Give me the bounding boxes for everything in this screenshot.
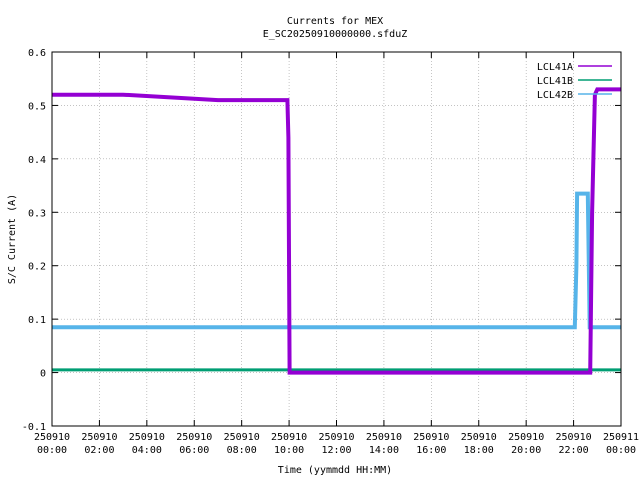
y-tick-label: 0.5 [28,101,46,112]
legend-label-lcl42b: LCL42B [537,90,573,101]
x-tick-time: 14:00 [369,445,399,456]
x-tick-date: 250911 [603,432,639,443]
x-tick-time: 06:00 [179,445,209,456]
x-tick-date: 250910 [318,432,354,443]
x-tick-date: 250910 [413,432,449,443]
x-tick-time: 12:00 [321,445,351,456]
x-tick-date: 250910 [461,432,497,443]
y-tick-labels: -0.1 0 0.1 0.2 0.3 0.4 0.5 0.6 [22,48,46,433]
grid-layer [52,52,621,426]
x-tick-date: 250910 [129,432,165,443]
x-tick-time: 22:00 [559,445,589,456]
x-tick-time: 00:00 [37,445,67,456]
x-tick-date: 250910 [508,432,544,443]
legend: LCL41A LCL41B LCL42B [537,62,612,101]
x-tick-time: 00:00 [606,445,636,456]
series-layer [52,87,621,375]
x-tick-time: 04:00 [132,445,162,456]
x-tick-time: 10:00 [274,445,304,456]
x-tick-date: 250910 [224,432,260,443]
y-axis-label: S/C Current (A) [7,194,18,284]
x-tick-date: 250910 [176,432,212,443]
x-axis-label: Time (yymmdd HH:MM) [278,465,392,476]
chart-subtitle: E_SC20250910000000.sfduZ [263,29,408,40]
series-line-lcl41a [52,87,621,375]
legend-label-lcl41a: LCL41A [537,62,573,73]
y-tick-label: 0 [40,369,46,380]
y-tick-label: 0.2 [28,262,46,273]
x-tick-date: 250910 [81,432,117,443]
y-tick-label: 0.4 [28,155,46,166]
x-tick-time: 18:00 [464,445,494,456]
y-tick-label: 0.3 [28,208,46,219]
x-tick-date: 250910 [34,432,70,443]
y-tick-label: 0.6 [28,48,46,59]
x-tick-time: 20:00 [511,445,541,456]
y-tick-label: 0.1 [28,315,46,326]
x-tick-date: 250910 [366,432,402,443]
x-tick-time: 16:00 [416,445,446,456]
x-tick-date: 250910 [271,432,307,443]
x-tick-date: 250910 [556,432,592,443]
y-tick-label: -0.1 [22,422,46,433]
x-tick-labels: 250910 00:00 250910 02:00 250910 04:00 250910 0… [34,432,639,456]
x-tick-time: 02:00 [84,445,114,456]
tick-layer [51,51,622,427]
legend-label-lcl41b: LCL41B [537,76,573,87]
x-tick-time: 08:00 [227,445,257,456]
chart-title: Currents for MEX [287,16,383,27]
